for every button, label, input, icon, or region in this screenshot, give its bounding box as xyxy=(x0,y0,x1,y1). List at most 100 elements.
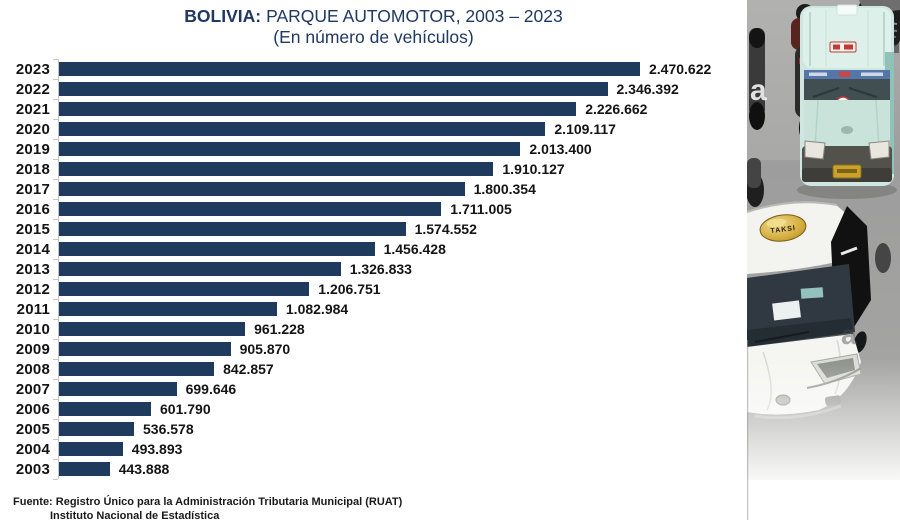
value-label: 2.109.117 xyxy=(554,121,616,137)
bar xyxy=(59,282,310,296)
traffic-photo: TAKSI a xyxy=(747,0,900,528)
bar xyxy=(59,182,465,196)
bar xyxy=(59,442,123,456)
year-label: 2008 xyxy=(15,360,50,378)
watermark-a: a xyxy=(841,319,857,350)
bar xyxy=(59,322,246,336)
bar-row: 2022 2.346.392 xyxy=(0,79,747,99)
bar-row: 2019 2.013.400 xyxy=(0,139,747,159)
year-label: 2017 xyxy=(15,180,50,198)
bar xyxy=(59,242,375,256)
year-label: 2015 xyxy=(15,220,50,238)
axis-tick xyxy=(53,479,58,480)
taksi-sign: TAKSI xyxy=(759,214,807,242)
year-label: 2004 xyxy=(15,440,50,458)
bar xyxy=(59,362,215,376)
axis-tick xyxy=(53,119,58,120)
source-line-2: Instituto Nacional de Estadística xyxy=(50,510,220,522)
bar xyxy=(59,122,546,136)
axis-tick xyxy=(53,99,58,100)
bar xyxy=(59,402,151,416)
watermark-a: a xyxy=(750,74,767,107)
axis-tick xyxy=(53,199,58,200)
axis-tick xyxy=(53,359,58,360)
year-label: 2022 xyxy=(15,80,50,98)
axis-tick xyxy=(53,59,58,60)
value-label: 1.910.127 xyxy=(502,161,565,177)
axis-tick xyxy=(53,139,58,140)
value-label: 1.326.833 xyxy=(349,261,412,277)
bar-row: 2012 1.206.751 xyxy=(0,279,747,299)
year-label: 2021 xyxy=(15,100,50,118)
bar-row: 2008 842.857 xyxy=(0,359,747,379)
value-label: 1.082.984 xyxy=(285,301,349,317)
bar xyxy=(59,202,442,216)
value-label: 905.870 xyxy=(239,341,291,357)
chart-title: BOLIVIA: PARQUE AUTOMOTOR, 2003 – 2023 xyxy=(0,6,747,27)
value-label: 2.470.622 xyxy=(649,61,712,77)
value-label: 961.228 xyxy=(254,321,305,337)
chart-title-rest: PARQUE AUTOMOTOR, 2003 – 2023 xyxy=(266,6,563,26)
photo-fade xyxy=(747,358,900,490)
year-label: 2011 xyxy=(16,300,50,318)
axis-tick xyxy=(53,259,58,260)
year-label: 2005 xyxy=(15,420,50,438)
bar-row: 2004 493.893 xyxy=(0,439,747,459)
bar-row: 2013 1.326.833 xyxy=(0,259,747,279)
taksi-sign-label: TAKSI xyxy=(770,225,796,235)
chart-title-block: BOLIVIA: PARQUE AUTOMOTOR, 2003 – 2023 (E… xyxy=(0,0,747,48)
bar-row: 2010 961.228 xyxy=(0,319,747,339)
chart-title-bold: BOLIVIA: xyxy=(184,6,262,26)
bar xyxy=(59,342,231,356)
bar xyxy=(59,422,134,436)
bar xyxy=(59,262,341,276)
photo-left-border xyxy=(747,340,749,520)
bar xyxy=(59,302,277,316)
axis-tick xyxy=(53,79,58,80)
bar xyxy=(59,162,494,176)
axis-tick xyxy=(53,339,58,340)
year-label: 2010 xyxy=(15,320,50,338)
value-label: 1.206.751 xyxy=(318,281,381,297)
axis-tick xyxy=(53,299,58,300)
year-label: 2007 xyxy=(15,380,50,398)
bar-row: 2015 1.574.552 xyxy=(0,219,747,239)
axis-tick xyxy=(53,279,58,280)
bar-row: 2016 1.711.005 xyxy=(0,199,747,219)
source-line-1: Fuente: Registro Único para la Administr… xyxy=(13,496,403,508)
value-label: 1.574.552 xyxy=(414,221,477,237)
axis-tick xyxy=(53,459,58,460)
year-label: 2019 xyxy=(15,140,50,158)
bar-row: 2014 1.456.428 xyxy=(0,239,747,259)
value-label: 443.888 xyxy=(118,461,170,477)
value-label: 2.013.400 xyxy=(529,141,592,157)
bar-row: 2018 1.910.127 xyxy=(0,159,747,179)
year-label: 2006 xyxy=(15,400,50,418)
value-label: 699.646 xyxy=(185,381,237,397)
year-label: 2009 xyxy=(15,340,50,358)
year-label: 2013 xyxy=(15,260,50,278)
axis-tick xyxy=(53,159,58,160)
year-label: 2014 xyxy=(15,240,50,258)
axis-tick xyxy=(53,239,58,240)
value-label: 1.456.428 xyxy=(383,241,446,257)
axis-tick xyxy=(53,379,58,380)
value-label: 536.578 xyxy=(143,421,194,437)
bar-row: 2011 1.082.984 xyxy=(0,299,747,319)
value-label: 1.711.005 xyxy=(450,201,512,217)
bar-row: 2017 1.800.354 xyxy=(0,179,747,199)
bar-row: 2006 601.790 xyxy=(0,399,747,419)
bar-row: 2005 536.578 xyxy=(0,419,747,439)
year-label: 2016 xyxy=(15,200,50,218)
chart-subtitle: (En número de vehículos) xyxy=(273,27,474,47)
year-label: 2020 xyxy=(15,120,50,138)
axis-tick xyxy=(53,399,58,400)
axis-tick xyxy=(53,319,58,320)
minibus xyxy=(797,4,897,199)
axis-tick xyxy=(53,219,58,220)
year-label: 2003 xyxy=(15,460,50,478)
axis-tick xyxy=(53,439,58,440)
year-label: 2018 xyxy=(15,160,50,178)
value-label: 493.893 xyxy=(131,441,183,457)
